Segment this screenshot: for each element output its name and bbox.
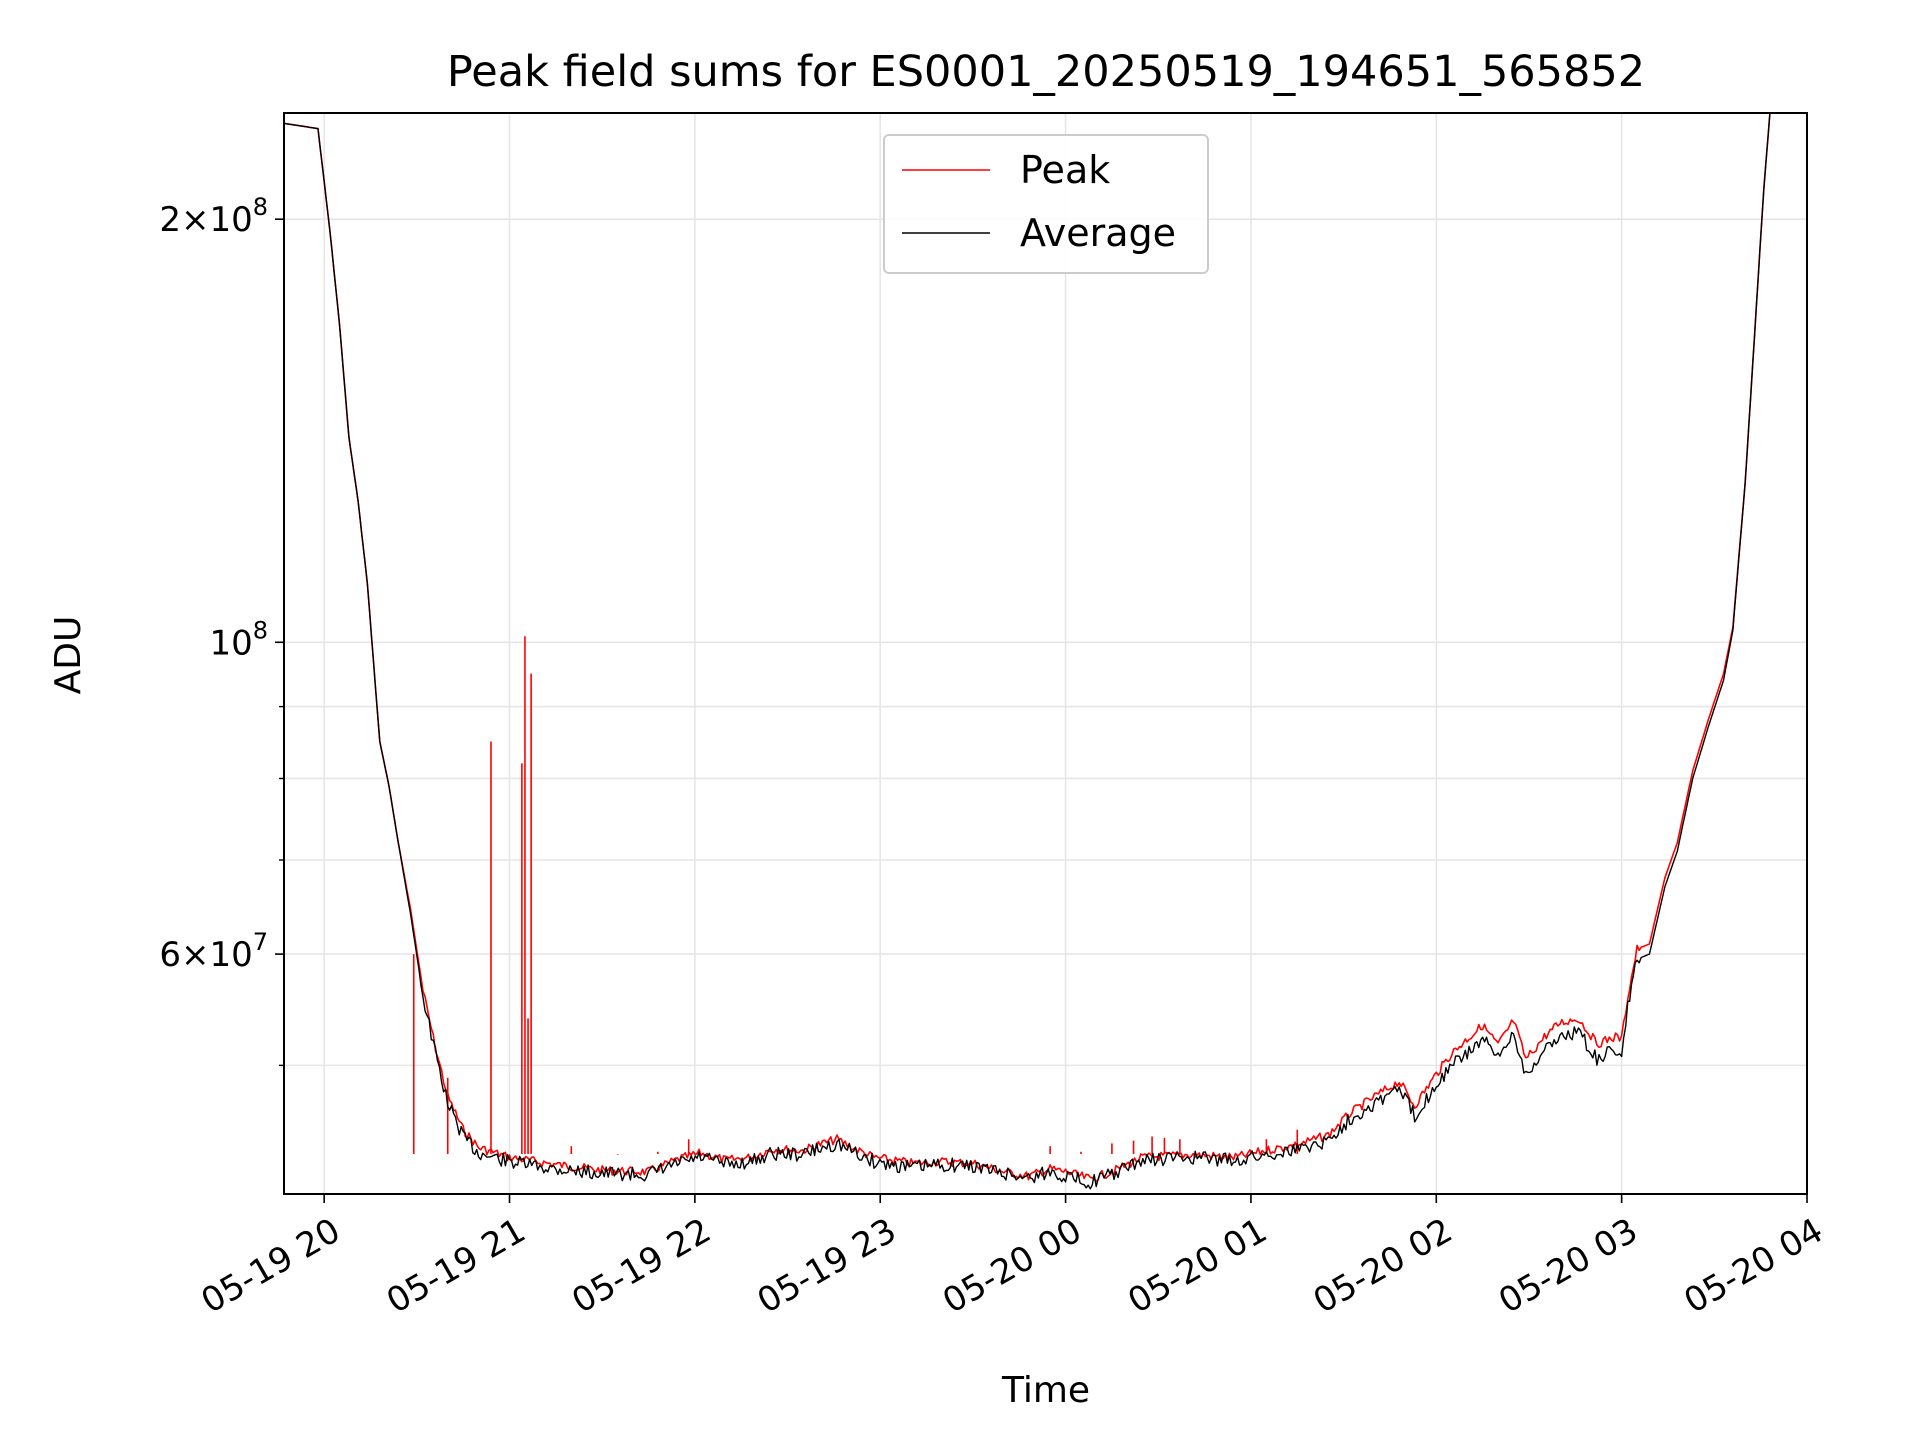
series-average-line (284, 113, 1807, 1190)
legend-label-peak: Peak (1020, 148, 1110, 192)
y-tick-times: × (181, 200, 210, 240)
y-tick-label: 6×107 (159, 928, 268, 975)
y-tick-exponent: 7 (253, 928, 268, 956)
plot-area (284, 113, 1807, 1190)
y-tick-label: 108 (209, 616, 268, 663)
y-tick-base: 10 (209, 200, 252, 240)
x-axis-label: Time (1001, 1370, 1090, 1411)
y-tick-base: 10 (209, 935, 252, 975)
y-tick-label: 2×108 (159, 193, 268, 240)
series-group (284, 113, 1807, 1190)
legend-label-average: Average (1020, 211, 1176, 255)
y-tick-base: 10 (209, 623, 252, 663)
plot-frame (283, 112, 1808, 1195)
legend: Peak Average (883, 134, 1209, 274)
y-tick-mantissa: 2 (159, 200, 181, 240)
y-tick-exponent: 8 (253, 193, 268, 221)
y-tick-times: × (181, 935, 210, 975)
y-tick-mantissa: 6 (159, 935, 181, 975)
y-tick-exponent: 8 (253, 616, 268, 644)
y-axis-label: ADU (48, 616, 89, 695)
chart-title: Peak field sums for ES0001_20250519_1946… (447, 47, 1645, 97)
